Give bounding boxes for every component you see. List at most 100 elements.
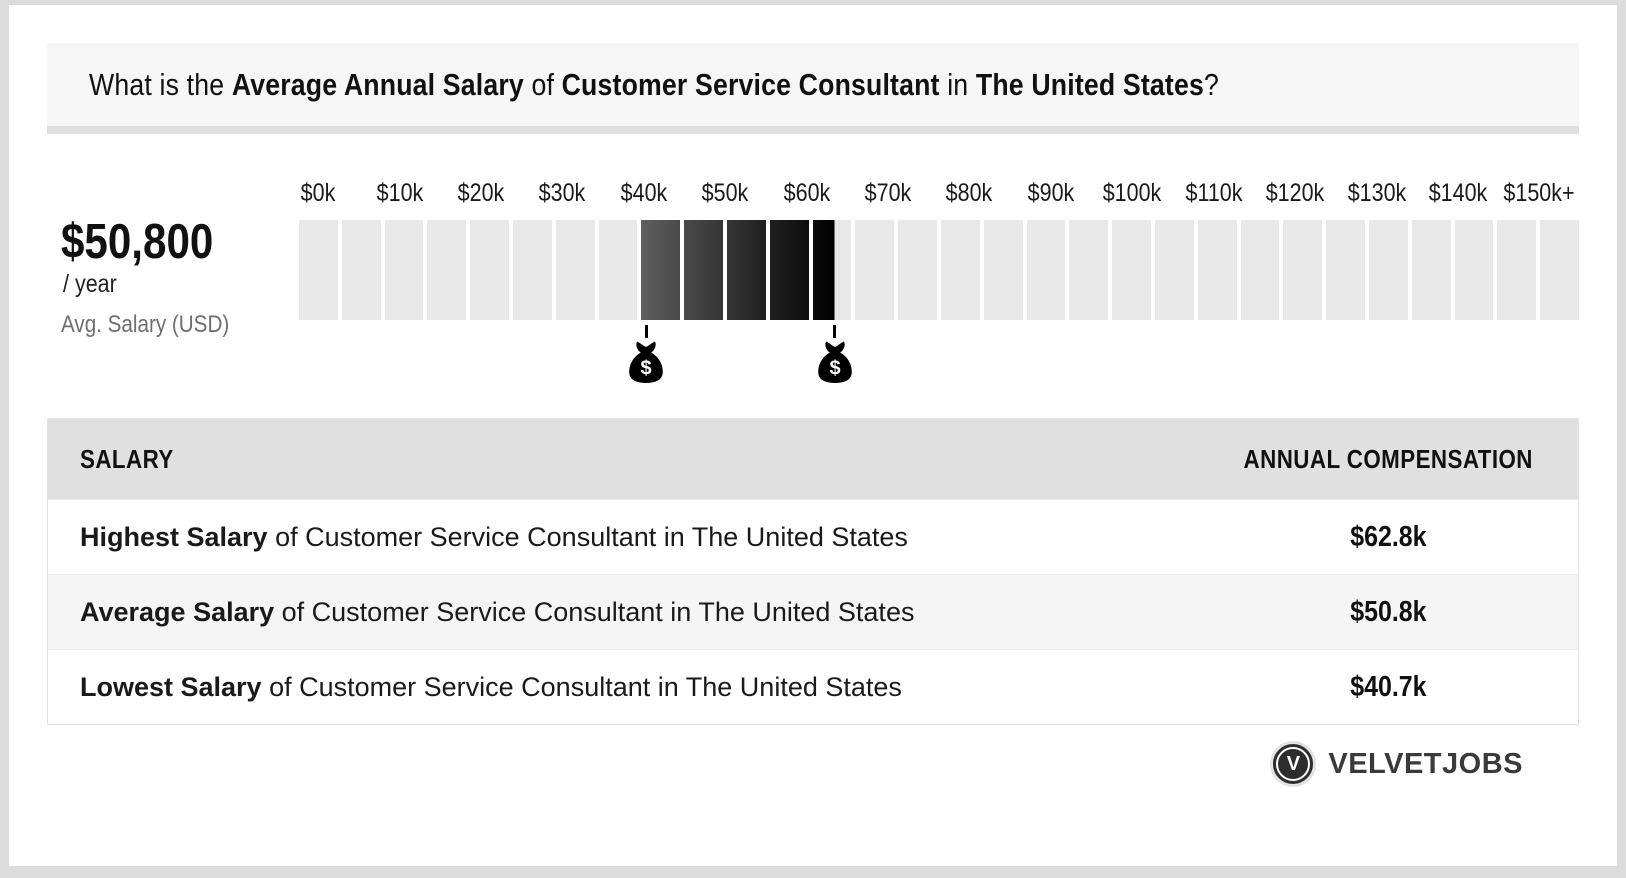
row-value-text: $62.8k [1349, 520, 1427, 553]
footer: V VELVETJOBS [47, 741, 1579, 787]
row-value: $50.8k [1198, 596, 1578, 629]
svg-text:$: $ [829, 358, 840, 380]
axis-tick-label: $110k [1181, 179, 1247, 208]
row-value-text: $50.8k [1349, 595, 1427, 628]
scale-cell [1326, 220, 1365, 320]
scale-cell-highlighted [726, 220, 766, 320]
row-label-bold: Lowest Salary [80, 671, 262, 702]
axis-tick-text: $120k [1265, 179, 1325, 207]
row-value: $40.7k [1198, 671, 1578, 704]
salary-marker: $ [627, 320, 665, 388]
title-bold-segment: Average Annual Salary [231, 66, 524, 102]
salary-table: SALARY ANNUAL COMPENSATION Highest Salar… [47, 418, 1579, 725]
salary-period-label: / year [63, 270, 117, 298]
scale-cell [470, 220, 509, 320]
axis-tick-text: $50k [701, 179, 749, 207]
scale-cell [1497, 220, 1537, 320]
money-bag-icon: $ [627, 341, 665, 388]
salary-chart-section: $50,800/ year Avg. Salary (USD) $0k $10k $… [47, 176, 1579, 383]
velvetjobs-logo[interactable]: V VELVETJOBS [1270, 741, 1523, 787]
title-segment: of [523, 66, 562, 102]
scale-cell [1197, 220, 1237, 320]
axis-tick-label: $10k [372, 179, 426, 208]
axis-tick-text: $80k [946, 179, 993, 207]
scale-cell [598, 220, 638, 320]
row-label-bold: Highest Salary [80, 521, 268, 552]
salary-caption: Avg. Salary (USD) [61, 311, 230, 338]
axis-tick-label: $140k [1424, 179, 1492, 208]
range-markers: $ $ [299, 320, 1579, 383]
svg-text:$: $ [641, 358, 652, 380]
money-bag-icon: $ [816, 341, 854, 388]
axis-tick-text: $110k [1185, 179, 1243, 207]
row-value-text: $40.7k [1349, 670, 1427, 703]
title-bold-segment: Customer Service Consultant [561, 66, 940, 102]
row-label: Average Salary of Customer Service Consu… [48, 597, 1198, 628]
velvetjobs-wordmark: VELVETJOBS [1328, 747, 1523, 780]
scale-cell [1026, 220, 1066, 320]
scale-cell [1411, 220, 1451, 320]
axis-tick-label: $60k [780, 179, 834, 208]
infographic-card: What is the Average Annual Salary of Cus… [9, 5, 1617, 866]
title-segment: What is the [89, 66, 232, 102]
title-segment: in [939, 66, 976, 102]
axis-tick-text: $70k [864, 179, 912, 207]
axis-tick-text: $60k [783, 179, 830, 207]
axis-tick-label: $20k [454, 179, 508, 208]
scale-cell [341, 220, 381, 320]
axis-tick-text: $130k [1347, 179, 1406, 207]
axis-tick-label: $120k [1261, 179, 1329, 208]
scale-cell [299, 220, 338, 320]
salary-scale: $0k $10k $20k $30k $40k $50k $60k $70k $80k $90k $… [299, 176, 1579, 383]
scale-cell [1069, 220, 1109, 320]
scale-cell [1112, 220, 1151, 320]
marker-tick [833, 325, 837, 338]
scale-cell [384, 220, 424, 320]
scale-cell [1240, 220, 1280, 320]
axis-tick-label: $80k [942, 179, 996, 208]
average-salary-line: $50,800/ year [61, 214, 299, 299]
salary-summary: $50,800/ year Avg. Salary (USD) [47, 176, 299, 382]
axis-tick-labels: $0k $10k $20k $30k $40k $50k $60k $70k $80k $90k $… [299, 176, 1579, 208]
row-label-rest: of Customer Service Consultant in The Un… [274, 596, 915, 627]
salary-column-header: SALARY [80, 443, 174, 474]
compensation-column-header: ANNUAL COMPENSATION [1243, 443, 1533, 474]
salary-range-track [299, 220, 1579, 320]
title-segment: ? [1203, 66, 1219, 102]
salary-marker: $ [816, 320, 854, 388]
row-label: Lowest Salary of Customer Service Consul… [48, 672, 1198, 703]
axis-tick-label: $40k [617, 179, 671, 208]
marker-tick [644, 325, 648, 338]
scale-cell [1283, 220, 1323, 320]
row-label-rest: of Customer Service Consultant in The Un… [267, 521, 908, 552]
scale-cell [1540, 220, 1579, 320]
logo-letter: V [1286, 752, 1301, 775]
row-label: Highest Salary of Customer Service Consu… [48, 522, 1198, 553]
scale-cell [855, 220, 895, 320]
scale-cell-highlighted [641, 220, 681, 320]
axis-tick-label: $70k [861, 179, 915, 208]
scale-cell [512, 220, 552, 320]
axis-tick-text: $40k [620, 179, 668, 207]
scale-cell [555, 220, 595, 320]
axis-tick-text: $10k [376, 179, 423, 207]
table-row: Highest Salary of Customer Service Consu… [48, 499, 1578, 574]
table-row: Average Salary of Customer Service Consu… [48, 574, 1578, 649]
scale-cell [427, 220, 467, 320]
velvetjobs-logo-icon: V [1270, 741, 1317, 787]
scale-cell [940, 220, 980, 320]
scale-cell [1454, 220, 1494, 320]
title-box: What is the Average Annual Salary of Cus… [47, 43, 1579, 134]
scale-cell-highlighted [684, 220, 723, 320]
axis-tick-text: $20k [457, 179, 505, 207]
row-label-rest: of Customer Service Consultant in The Un… [261, 671, 902, 702]
axis-tick-label: $0k [298, 179, 338, 208]
table-row: Lowest Salary of Customer Service Consul… [48, 649, 1578, 724]
axis-tick-text: $90k [1027, 179, 1075, 207]
table-body: Highest Salary of Customer Service Consu… [48, 499, 1578, 724]
scale-cell [898, 220, 937, 320]
scale-cell-highlighted [769, 220, 809, 320]
table-header-row: SALARY ANNUAL COMPENSATION [48, 419, 1578, 499]
title-bold-segment: The United States [975, 66, 1204, 102]
row-value: $62.8k [1198, 521, 1578, 554]
